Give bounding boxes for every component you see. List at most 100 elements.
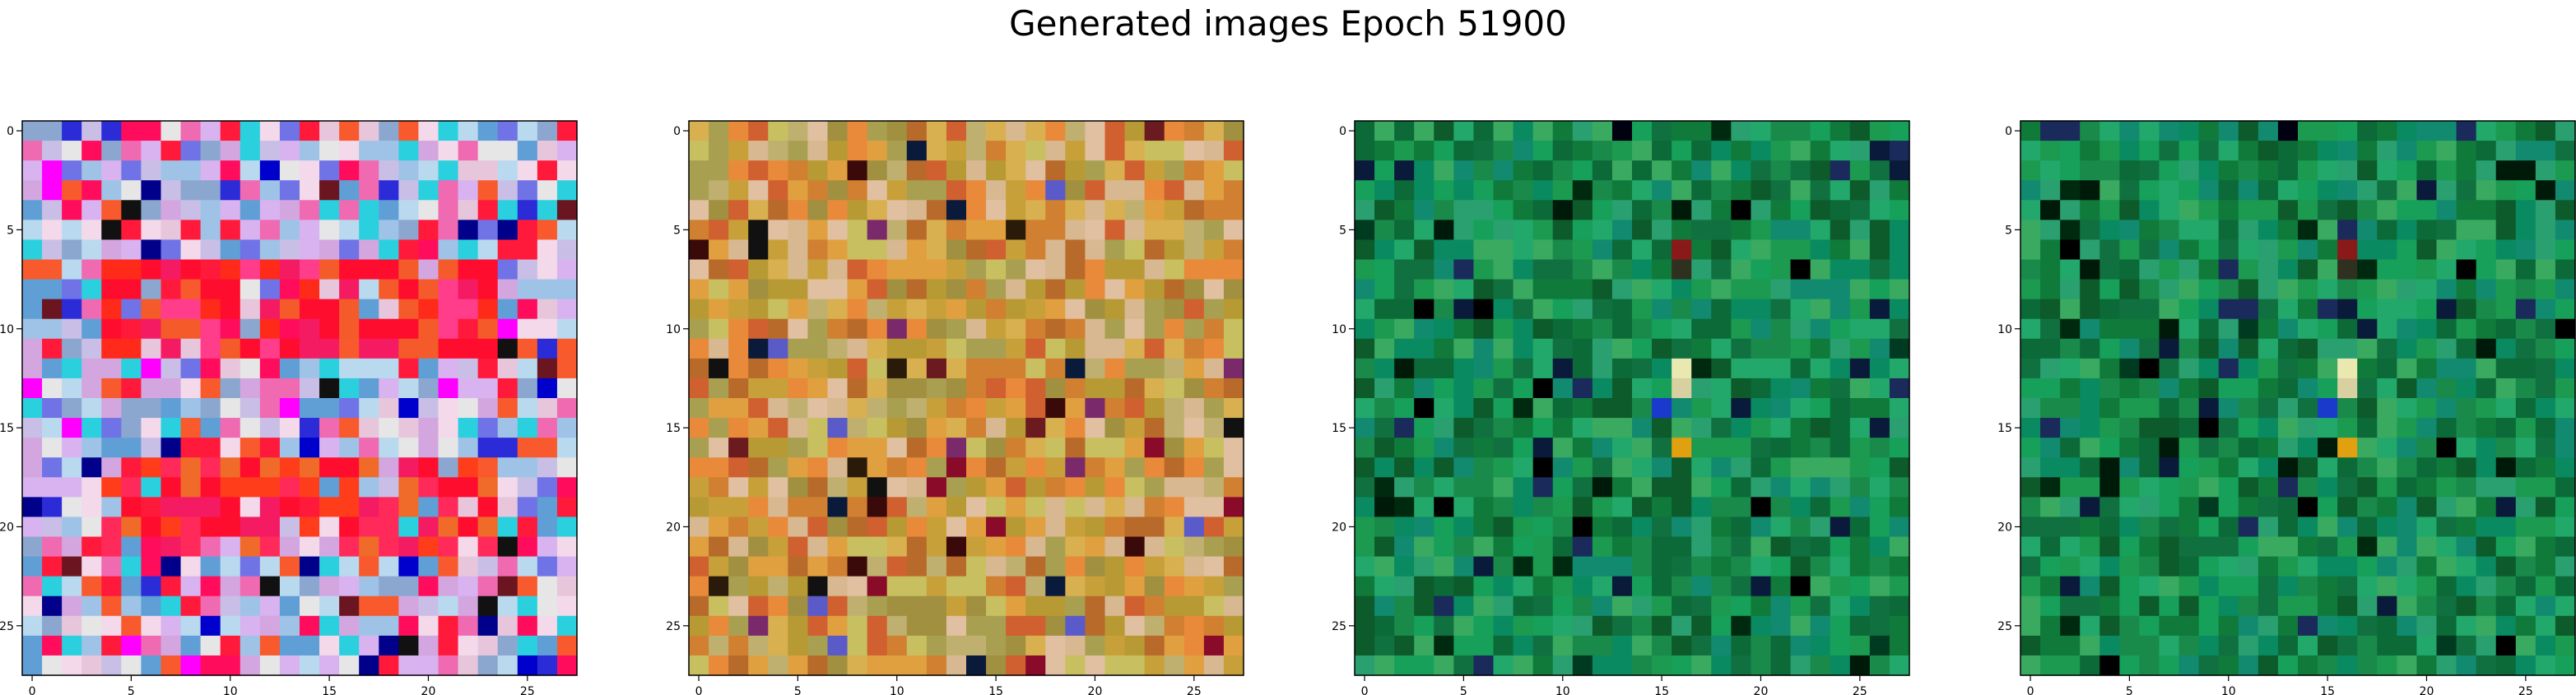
- pixel: [1731, 121, 1752, 141]
- pixel: [2397, 279, 2418, 300]
- pixel: [1869, 279, 1890, 300]
- pixel: [2476, 318, 2497, 340]
- pixel: [1164, 517, 1185, 538]
- pixel: [2555, 556, 2576, 577]
- pixel: [537, 655, 558, 676]
- pixel: [2139, 438, 2160, 458]
- pixel: [2397, 160, 2418, 181]
- pixel: [2238, 457, 2259, 478]
- pixel: [2178, 239, 2200, 261]
- pixel: [477, 477, 499, 498]
- y-tick-label: 0: [673, 125, 681, 138]
- pixel: [2198, 259, 2220, 280]
- pixel: [81, 279, 102, 300]
- pixel: [517, 635, 538, 656]
- pixel: [2119, 635, 2141, 656]
- pixel: [807, 517, 829, 538]
- pixel: [1849, 536, 1871, 558]
- pixel: [926, 141, 947, 161]
- pixel: [2377, 239, 2397, 261]
- pixel: [709, 477, 729, 498]
- pixel: [807, 358, 829, 379]
- pixel: [2040, 398, 2061, 419]
- pixel: [768, 418, 788, 438]
- pixel: [2139, 358, 2160, 379]
- pixel: [1869, 615, 1890, 637]
- pixel: [2257, 497, 2279, 518]
- pixel: [1144, 457, 1165, 478]
- pixel: [1394, 595, 1415, 617]
- pixel: [1532, 299, 1554, 320]
- pixel: [180, 517, 202, 538]
- pixel: [398, 378, 420, 399]
- pixel: [1652, 338, 1672, 359]
- pixel: [22, 438, 43, 458]
- pixel: [517, 517, 538, 538]
- pixel: [966, 121, 987, 141]
- pixel: [906, 338, 928, 359]
- pixel: [2257, 477, 2279, 498]
- pixel: [220, 180, 241, 201]
- pixel: [2159, 398, 2180, 419]
- pixel: [300, 497, 320, 518]
- pixel: [42, 160, 63, 181]
- pixel: [1889, 517, 1910, 538]
- pixel: [1810, 556, 1831, 577]
- pixel: [1751, 378, 1772, 399]
- pixel: [986, 318, 1007, 340]
- pixel: [2218, 655, 2239, 676]
- pixel: [1849, 338, 1871, 359]
- pixel: [1085, 378, 1106, 399]
- pixel: [2119, 121, 2141, 141]
- pixel: [141, 595, 162, 617]
- pixel: [1592, 497, 1613, 518]
- pixel: [1652, 438, 1672, 458]
- pixel: [1711, 398, 1732, 419]
- pixel: [1473, 279, 1495, 300]
- pixel: [1355, 438, 1375, 458]
- pixel: [1532, 576, 1554, 597]
- pixel: [2178, 457, 2200, 478]
- pixel: [517, 576, 538, 597]
- pixel: [886, 615, 908, 637]
- pixel: [497, 318, 518, 340]
- pixel: [517, 457, 538, 478]
- pixel: [141, 615, 162, 637]
- pixel: [556, 615, 578, 637]
- pixel: [1572, 457, 1593, 478]
- pixel: [728, 358, 749, 379]
- pixel: [42, 635, 63, 656]
- pixel: [2397, 378, 2418, 399]
- pixel: [556, 239, 578, 261]
- pixel: [1434, 220, 1454, 241]
- pixel: [2436, 556, 2457, 577]
- y-tick-label: 15: [666, 422, 681, 435]
- pixel: [2060, 259, 2081, 280]
- pixel: [1691, 378, 1712, 399]
- pixel: [497, 635, 518, 656]
- pixel: [1632, 477, 1653, 498]
- pixel: [1045, 121, 1066, 141]
- pixel: [2257, 378, 2279, 399]
- pixel: [1085, 338, 1106, 359]
- pixel: [279, 338, 300, 359]
- pixel: [200, 378, 221, 399]
- pixel: [1672, 239, 1692, 261]
- pixel: [2535, 121, 2556, 141]
- pixel: [1889, 180, 1910, 201]
- pixel: [1790, 595, 1811, 617]
- pixel: [477, 517, 499, 538]
- pixel: [1611, 556, 1633, 577]
- pixel: [22, 418, 43, 438]
- pixel: [2218, 180, 2239, 201]
- pixel: [220, 418, 241, 438]
- pixel: [2099, 338, 2120, 359]
- pixel: [2119, 576, 2141, 597]
- pixel: [2476, 358, 2497, 379]
- pixel: [2099, 457, 2120, 478]
- pixel: [1473, 595, 1495, 617]
- pixel: [946, 279, 967, 300]
- pixel: [1453, 477, 1475, 498]
- pixel: [788, 438, 809, 458]
- pixel: [847, 615, 868, 637]
